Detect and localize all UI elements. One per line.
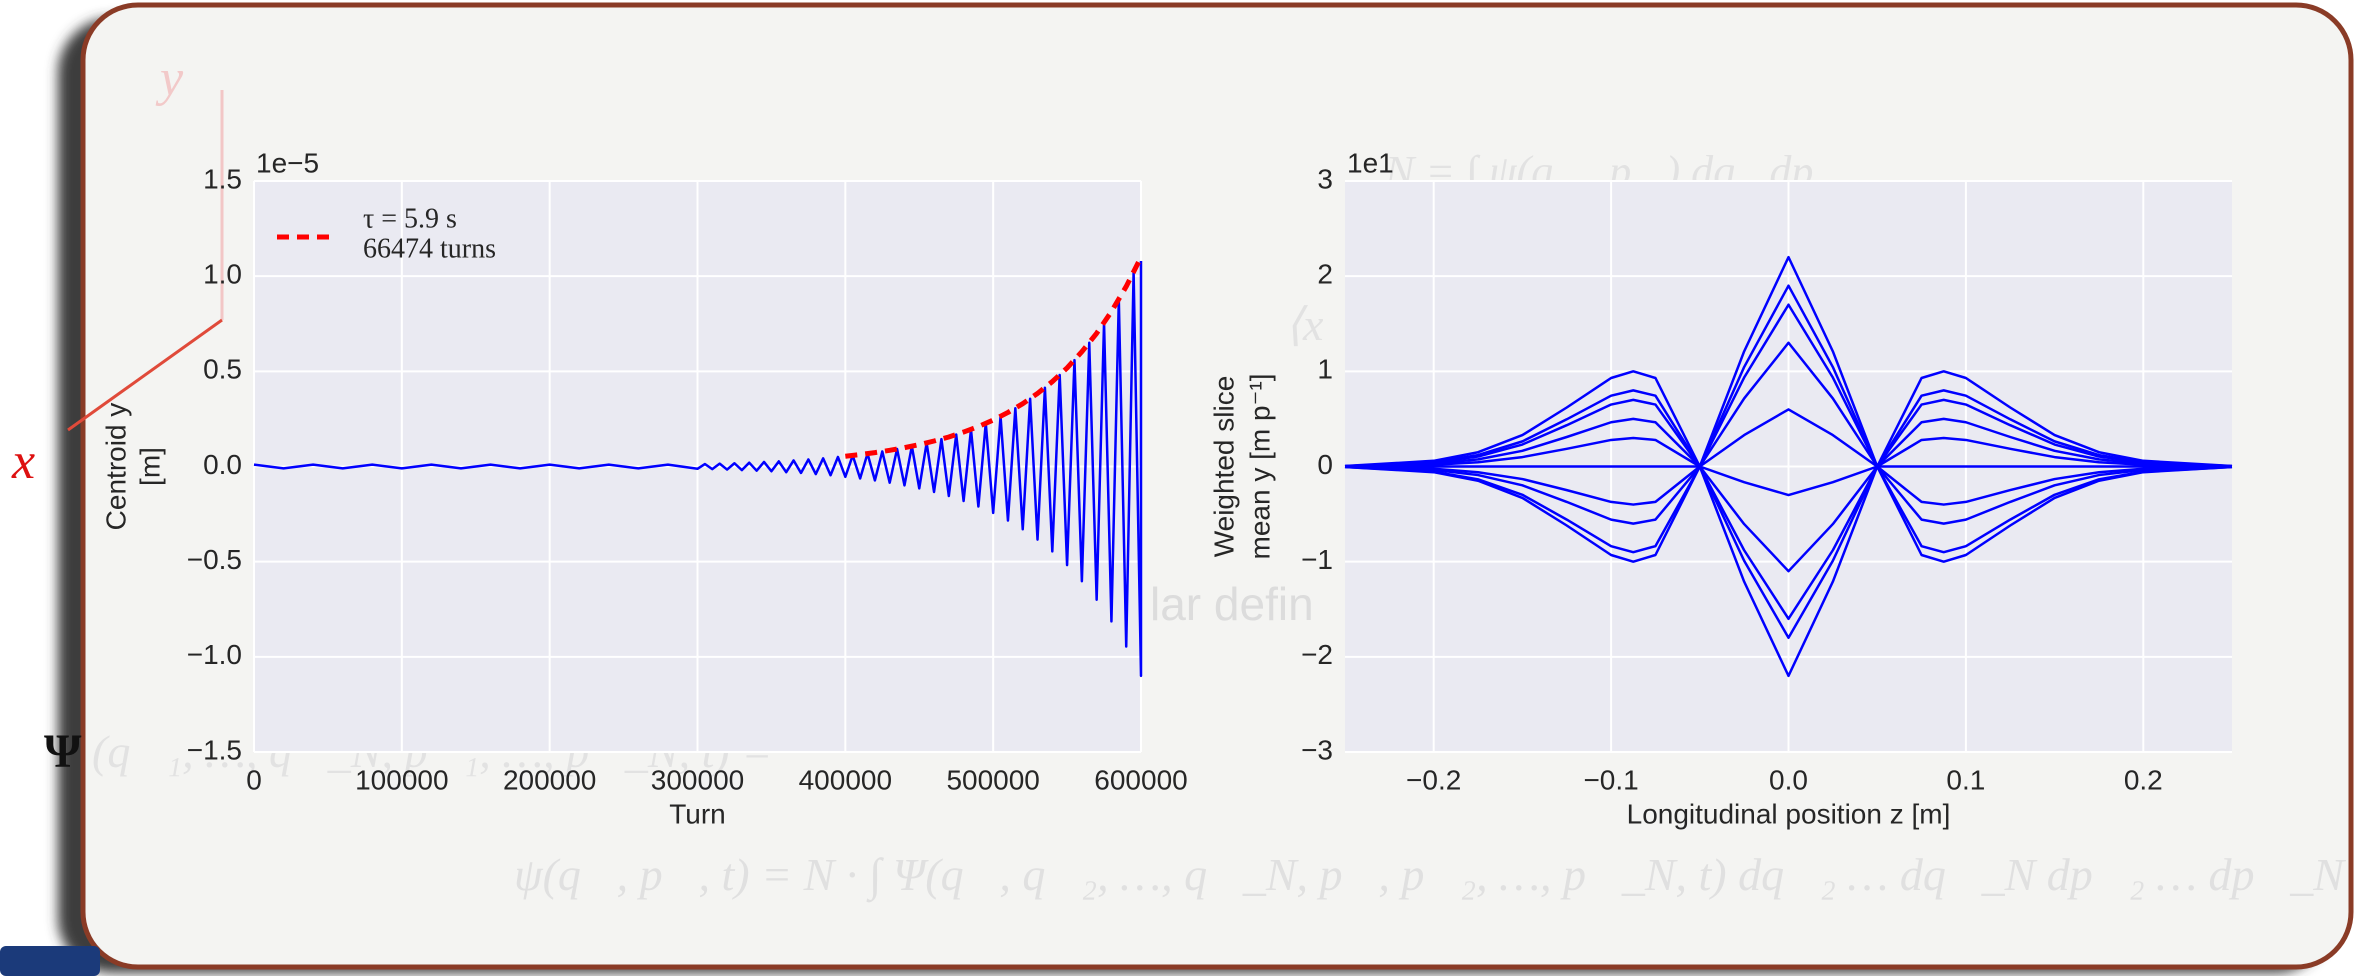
x-tick-label: 400000 [799,764,892,795]
y-axis-label: Weighted slice [1208,376,1239,558]
x-tick-label: −0.1 [1583,764,1638,795]
legend-label: τ = 5.9 s [363,203,457,234]
x-axis-label: Turn [669,798,726,829]
y-tick-label: 1.5 [203,163,242,194]
x-tick-label: 500000 [946,764,1039,795]
data-line [845,256,1144,459]
data-line [1345,341,2232,468]
y-tick-label: 0 [1317,449,1333,480]
x-tick-label: 0.2 [2124,764,2163,795]
x-tick-label: −0.2 [1406,764,1461,795]
chart-panel: −3 −2 −1 0 1 2 3 −0.2 −0.1 0.0 0.1 0.2 1e1 Longitudin… [1208,147,2233,829]
x-tick-label: 600000 [1094,764,1187,795]
y-tick-label: 0.5 [203,354,242,385]
background-text: lar defin [1150,578,1314,630]
x-tick-label: 0.1 [1946,764,1985,795]
data-line [1344,398,2233,468]
y-axis-label: mean y [m p⁻¹] [1244,374,1275,560]
x-tick-label: 200000 [503,764,596,795]
y-tick-label: 3 [1317,163,1333,194]
chart-panel: −1.5 −1.0 −0.5 0.0 0.5 1.0 1.5 0 100000 200000 300… [100,147,1187,829]
background-text: ⟨x [1285,299,1324,350]
y-tick-label: 1 [1317,354,1333,385]
x-tick-label: 100000 [355,764,448,795]
data-line [1344,436,2233,640]
y-tick-label: 2 [1317,259,1333,290]
axis-arrow [67,318,223,432]
data-line [1344,389,2233,573]
axis-offset-label: 1e−5 [256,147,319,178]
background-text: y [155,50,184,107]
x-tick-label: 300000 [651,764,744,795]
data-line [1344,303,2233,468]
y-axis-label: [m] [134,447,165,486]
y-tick-label: 0.0 [203,449,242,480]
background-text: x [11,433,35,490]
y-tick-label: −3 [1301,734,1333,765]
y-tick-label: −1.5 [187,734,242,765]
legend-label: 66474 turns [363,233,496,264]
background-text: Ψ [44,725,82,778]
axis-offset-label: 1e1 [1347,147,1394,178]
y-tick-label: −1 [1301,544,1333,575]
data-line [1344,465,2233,621]
background-text: ψ(q⃗, p⃗, t) = N · ∫ Ψ(q⃗, q⃗₂, …, q⃗_N,… [514,849,2346,903]
data-line [1344,284,2233,525]
y-tick-label: −1.0 [187,639,242,670]
data-line [1344,255,2233,563]
y-tick-label: −0.5 [187,544,242,575]
data-line [1344,465,2233,678]
logo [0,946,100,976]
x-tick-label: 0 [246,764,262,795]
charts: −1.5−1.0−0.50.00.51.01.50 100000 200000 300… [100,147,2233,829]
y-tick-label: −2 [1301,639,1333,670]
y-tick-label: 1.0 [203,259,242,290]
x-tick-label: 0.0 [1769,764,1808,795]
y-axis-label: Centroid y [100,403,131,531]
data-line [1344,370,2233,497]
x-axis-label: Longitudinal position z [m] [1627,798,1951,829]
